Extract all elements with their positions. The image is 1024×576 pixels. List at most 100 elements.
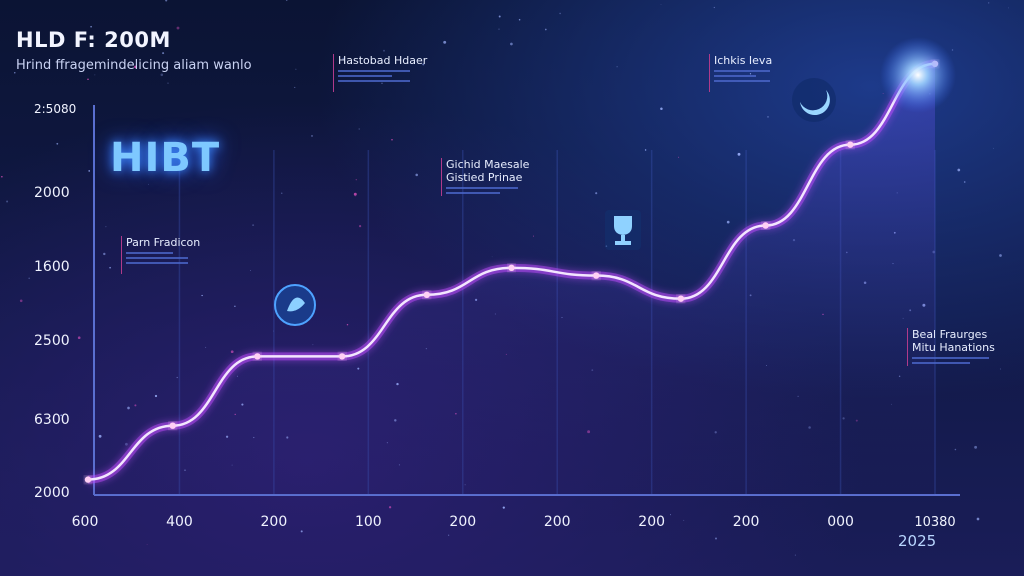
- y-tick-label: 2500: [34, 333, 70, 349]
- star: [993, 147, 994, 149]
- callout-5: Beal Fraurges Mitu Hanations: [907, 328, 1008, 366]
- trophy-icon: [605, 210, 641, 250]
- star: [358, 128, 360, 130]
- star: [726, 220, 730, 224]
- star: [616, 66, 618, 68]
- star: [56, 142, 59, 145]
- y-tick-label: 1600: [34, 259, 70, 275]
- x-tick-label: 000: [827, 514, 854, 530]
- star: [14, 72, 16, 74]
- star: [252, 224, 255, 227]
- data-point: [762, 222, 769, 229]
- star: [987, 348, 989, 350]
- star: [295, 68, 297, 70]
- star: [660, 107, 663, 110]
- star: [346, 323, 349, 326]
- data-point: [423, 291, 430, 298]
- star: [391, 139, 393, 141]
- star: [502, 506, 505, 509]
- star: [250, 270, 251, 271]
- callout-2: Ichkis Ieva: [709, 54, 784, 92]
- star: [491, 256, 493, 258]
- peak-flare: [880, 37, 956, 113]
- star: [176, 376, 178, 379]
- chart-subtitle: Hrind ffragemindelicing aliam wanlo: [16, 58, 252, 73]
- star: [670, 514, 672, 516]
- star: [714, 537, 718, 540]
- star: [988, 2, 990, 4]
- x-tick-label: 200: [544, 514, 571, 530]
- y-tick-labels: 2000 6300 2500 1600 2000 2:5080: [34, 102, 76, 501]
- star: [127, 406, 130, 410]
- star: [105, 226, 107, 228]
- data-point: [169, 422, 176, 429]
- star: [98, 434, 102, 438]
- star: [234, 305, 236, 307]
- star: [678, 156, 680, 158]
- star: [230, 350, 234, 354]
- star: [167, 82, 169, 84]
- callout-5-line-1: Beal Fraurges: [912, 328, 988, 341]
- star: [794, 554, 796, 556]
- star: [87, 78, 89, 80]
- star: [415, 173, 418, 177]
- star: [422, 63, 425, 66]
- star: [510, 42, 513, 46]
- star: [134, 65, 137, 69]
- star: [60, 414, 63, 417]
- star: [109, 266, 111, 269]
- star: [1008, 7, 1009, 9]
- x-tick-label: 100: [355, 514, 382, 530]
- x-tick-label: 10380: [914, 515, 955, 530]
- star: [176, 26, 180, 30]
- x-tick-label: 400: [166, 514, 193, 530]
- x-tick-label: 600: [72, 514, 99, 530]
- star: [125, 442, 128, 446]
- star: [974, 445, 978, 449]
- data-point: [677, 295, 685, 302]
- callout-4: Parn Fradicon: [121, 236, 204, 274]
- star: [498, 15, 501, 18]
- star: [205, 346, 207, 348]
- star: [882, 93, 884, 94]
- star: [90, 25, 92, 28]
- star: [354, 195, 356, 197]
- star: [1, 176, 3, 178]
- star: [28, 277, 31, 280]
- callout-3-line-1: Gichid Maesale: [446, 158, 530, 171]
- star: [312, 344, 314, 346]
- star: [355, 179, 357, 181]
- bitcoin-coin-icon: [274, 284, 316, 326]
- star: [660, 3, 662, 5]
- x-tick-labels: 600 400 200 100 200 200 200 200 000 10380: [72, 514, 956, 530]
- star: [999, 368, 1001, 370]
- callout-2-line-1: Ichkis Ieva: [714, 54, 773, 67]
- data-point: [338, 353, 346, 360]
- star: [381, 82, 383, 85]
- year-label: 2025: [898, 532, 937, 550]
- star: [94, 74, 96, 76]
- star: [77, 336, 81, 340]
- star: [954, 448, 957, 451]
- star: [443, 40, 447, 44]
- star: [281, 192, 283, 194]
- star: [749, 73, 752, 75]
- star: [285, 0, 288, 1]
- callout-3: Gichid Maesale Gistied Prinae: [441, 158, 536, 196]
- y-tick-label: 2:5080: [34, 102, 76, 116]
- star: [134, 404, 137, 407]
- chart-title: HLD F: 200M: [16, 28, 171, 52]
- star: [160, 73, 164, 77]
- star: [767, 116, 769, 118]
- star: [498, 28, 500, 30]
- star: [154, 394, 158, 398]
- star: [951, 49, 954, 51]
- star: [737, 152, 741, 156]
- callout-5-line-2: Mitu Hanations: [912, 341, 995, 354]
- star: [448, 534, 450, 536]
- x-tick-label: 200: [733, 514, 760, 530]
- data-points: [84, 60, 939, 483]
- star: [713, 6, 715, 9]
